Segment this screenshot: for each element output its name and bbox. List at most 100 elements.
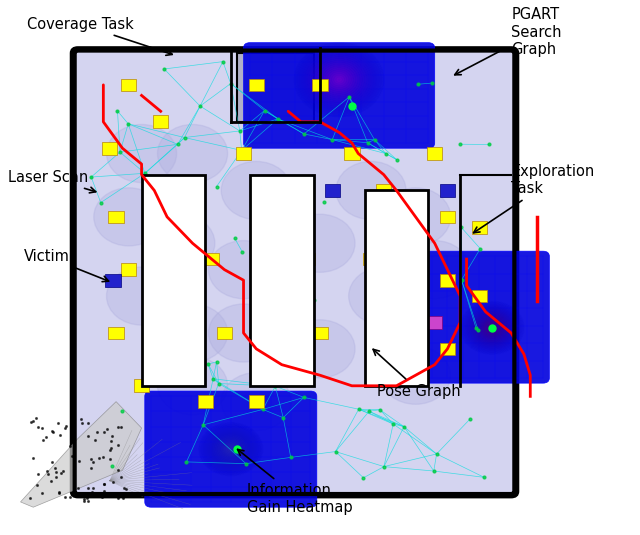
Point xyxy=(89,490,99,499)
Circle shape xyxy=(463,304,521,351)
Circle shape xyxy=(319,63,359,96)
Point xyxy=(86,455,96,463)
Bar xyxy=(102,142,117,155)
Bar xyxy=(472,290,487,302)
Circle shape xyxy=(204,427,258,471)
Circle shape xyxy=(474,313,509,342)
Circle shape xyxy=(337,78,341,81)
Point xyxy=(56,469,67,477)
Circle shape xyxy=(468,308,516,348)
Circle shape xyxy=(94,188,164,246)
Point xyxy=(32,481,42,490)
Point xyxy=(81,490,92,498)
Point xyxy=(123,119,133,128)
Point xyxy=(208,374,218,383)
Point xyxy=(38,436,49,445)
Circle shape xyxy=(226,445,236,453)
Bar xyxy=(376,184,392,197)
Point xyxy=(36,488,47,497)
Bar xyxy=(365,190,428,386)
Point xyxy=(69,465,79,473)
Point xyxy=(218,57,228,66)
Point xyxy=(79,497,89,506)
Point xyxy=(105,446,115,455)
Point xyxy=(88,457,98,466)
Bar xyxy=(312,327,328,339)
Point xyxy=(28,416,38,425)
Point xyxy=(99,479,109,488)
Point xyxy=(229,234,239,242)
Point xyxy=(92,428,102,437)
Circle shape xyxy=(221,441,241,457)
Point xyxy=(102,424,112,433)
Point xyxy=(195,102,205,110)
Point xyxy=(198,421,208,429)
Point xyxy=(362,139,372,147)
Point xyxy=(86,487,97,496)
Bar xyxy=(376,305,392,318)
Point xyxy=(65,493,76,502)
Point xyxy=(83,484,93,492)
Text: Coverage Task: Coverage Task xyxy=(27,17,172,55)
Point xyxy=(47,427,57,435)
Circle shape xyxy=(285,214,355,272)
Circle shape xyxy=(465,305,519,350)
Point xyxy=(413,80,424,88)
Text: PGART
Search
Graph: PGART Search Graph xyxy=(455,7,562,75)
Circle shape xyxy=(470,309,515,346)
Point xyxy=(36,424,47,433)
Bar xyxy=(427,147,442,160)
Bar xyxy=(364,253,379,265)
Circle shape xyxy=(202,425,259,473)
Circle shape xyxy=(216,437,245,461)
Circle shape xyxy=(484,321,500,334)
Circle shape xyxy=(479,317,505,338)
Circle shape xyxy=(310,56,368,104)
Point xyxy=(259,106,269,115)
Point xyxy=(98,453,108,461)
Point xyxy=(379,462,389,471)
Bar xyxy=(121,263,136,276)
Circle shape xyxy=(294,43,384,117)
Point xyxy=(456,223,467,232)
Bar xyxy=(179,211,194,223)
Point xyxy=(122,490,132,499)
Point xyxy=(58,467,68,476)
Point xyxy=(53,418,63,427)
Point xyxy=(90,436,100,445)
Point xyxy=(211,182,221,191)
Circle shape xyxy=(220,440,242,458)
Circle shape xyxy=(157,304,228,362)
Point xyxy=(45,477,56,485)
Point xyxy=(475,244,485,253)
Point xyxy=(28,453,38,462)
Circle shape xyxy=(199,423,262,476)
Point xyxy=(86,173,96,181)
Point xyxy=(429,467,439,475)
Bar xyxy=(440,184,455,197)
Bar xyxy=(204,253,220,265)
Point xyxy=(50,463,60,472)
Point xyxy=(258,405,268,414)
Circle shape xyxy=(399,241,470,299)
Point xyxy=(107,432,117,441)
Point xyxy=(173,140,183,149)
Point xyxy=(54,488,65,496)
FancyBboxPatch shape xyxy=(145,391,317,507)
Point xyxy=(95,198,106,207)
Bar xyxy=(105,274,120,287)
Point xyxy=(369,135,380,144)
Bar xyxy=(237,53,314,122)
Point xyxy=(455,140,465,149)
Circle shape xyxy=(145,214,215,272)
Point xyxy=(97,493,107,502)
Point xyxy=(159,65,170,73)
Text: Information
Gain Heatmap: Information Gain Heatmap xyxy=(237,449,353,516)
Circle shape xyxy=(215,436,246,462)
Circle shape xyxy=(209,241,278,299)
Point xyxy=(60,424,70,432)
FancyBboxPatch shape xyxy=(244,43,435,148)
Point xyxy=(48,427,58,436)
Point xyxy=(43,470,53,479)
Point xyxy=(203,360,213,368)
